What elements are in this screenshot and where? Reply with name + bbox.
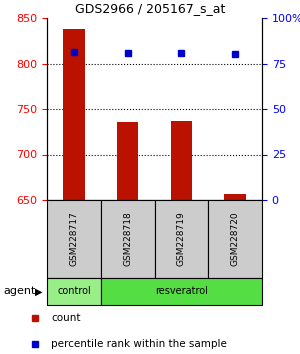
Bar <box>154 200 208 278</box>
Bar <box>63 29 85 200</box>
Bar <box>101 200 154 278</box>
Bar <box>101 278 262 305</box>
Bar <box>224 194 246 200</box>
Text: agent: agent <box>3 286 35 297</box>
Text: GSM228718: GSM228718 <box>123 212 132 266</box>
Bar <box>171 121 192 200</box>
Text: GSM228719: GSM228719 <box>177 212 186 266</box>
Text: GDS2966 / 205167_s_at: GDS2966 / 205167_s_at <box>75 2 225 15</box>
Bar <box>117 122 138 200</box>
Text: percentile rank within the sample: percentile rank within the sample <box>51 339 227 349</box>
Text: count: count <box>51 313 81 323</box>
Text: control: control <box>57 286 91 297</box>
Text: resveratrol: resveratrol <box>155 286 208 297</box>
Bar <box>47 200 101 278</box>
Bar <box>47 278 101 305</box>
Text: GSM228717: GSM228717 <box>69 212 78 266</box>
Text: GSM228720: GSM228720 <box>231 212 240 266</box>
Text: ▶: ▶ <box>34 286 42 297</box>
Bar <box>208 200 262 278</box>
